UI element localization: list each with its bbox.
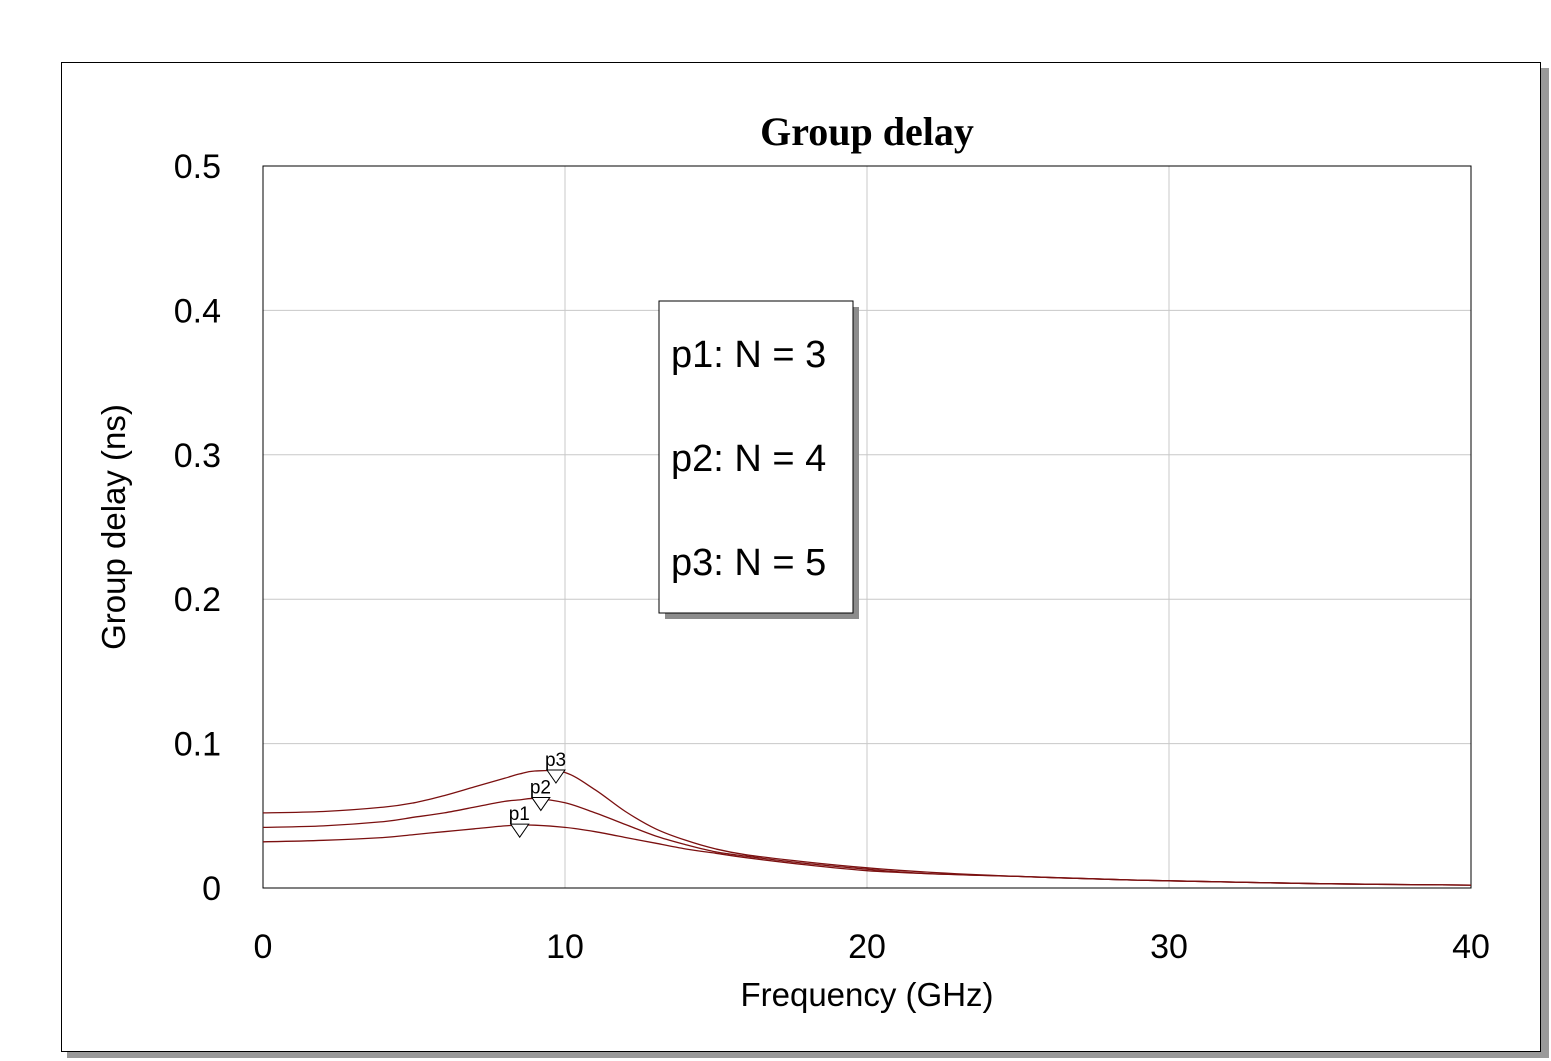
marker-label-p2: p2 — [530, 777, 551, 798]
x-tick-label: 10 — [546, 928, 584, 966]
y-tick-labels: 0 0.1 0.2 0.3 0.4 0.5 — [174, 148, 221, 908]
marker-p1-icon — [509, 823, 530, 839]
chart-title: Group delay — [760, 109, 974, 154]
x-tick-label: 30 — [1150, 928, 1188, 966]
x-axis-title: Frequency (GHz) — [740, 976, 993, 1013]
x-tick-label: 20 — [848, 928, 886, 966]
y-tick-label: 0.5 — [174, 148, 221, 186]
marker-label-p1: p1 — [509, 804, 530, 825]
y-tick-label: 0.2 — [174, 581, 221, 619]
marker-p3-icon — [545, 769, 566, 784]
grid — [263, 166, 1471, 888]
legend-entry-p1: p1: N = 3 — [671, 334, 826, 376]
y-tick-label: 0.1 — [174, 726, 221, 764]
x-tick-label: 0 — [254, 928, 273, 966]
y-tick-label: 0.4 — [174, 292, 221, 330]
y-axis-title: Group delay (ns) — [95, 404, 132, 650]
legend-box — [658, 300, 854, 614]
plot-area-border — [262, 165, 1472, 889]
x-tick-labels: 0 10 20 30 40 — [254, 928, 1490, 966]
legend-entry-p2: p2: N = 4 — [671, 438, 826, 480]
y-tick-label: 0 — [202, 870, 221, 908]
legend-entry-p3: p3: N = 5 — [671, 542, 826, 584]
series-curves — [262, 769, 1472, 886]
marker-label-p3: p3 — [545, 750, 566, 771]
y-tick-label: 0.3 — [174, 437, 221, 475]
marker-p2-icon — [530, 796, 551, 812]
series-line-p3 — [262, 769, 1472, 886]
x-tick-label: 40 — [1452, 928, 1490, 966]
legend: p1: N = 3 p2: N = 4 p3: N = 5 — [658, 300, 859, 619]
